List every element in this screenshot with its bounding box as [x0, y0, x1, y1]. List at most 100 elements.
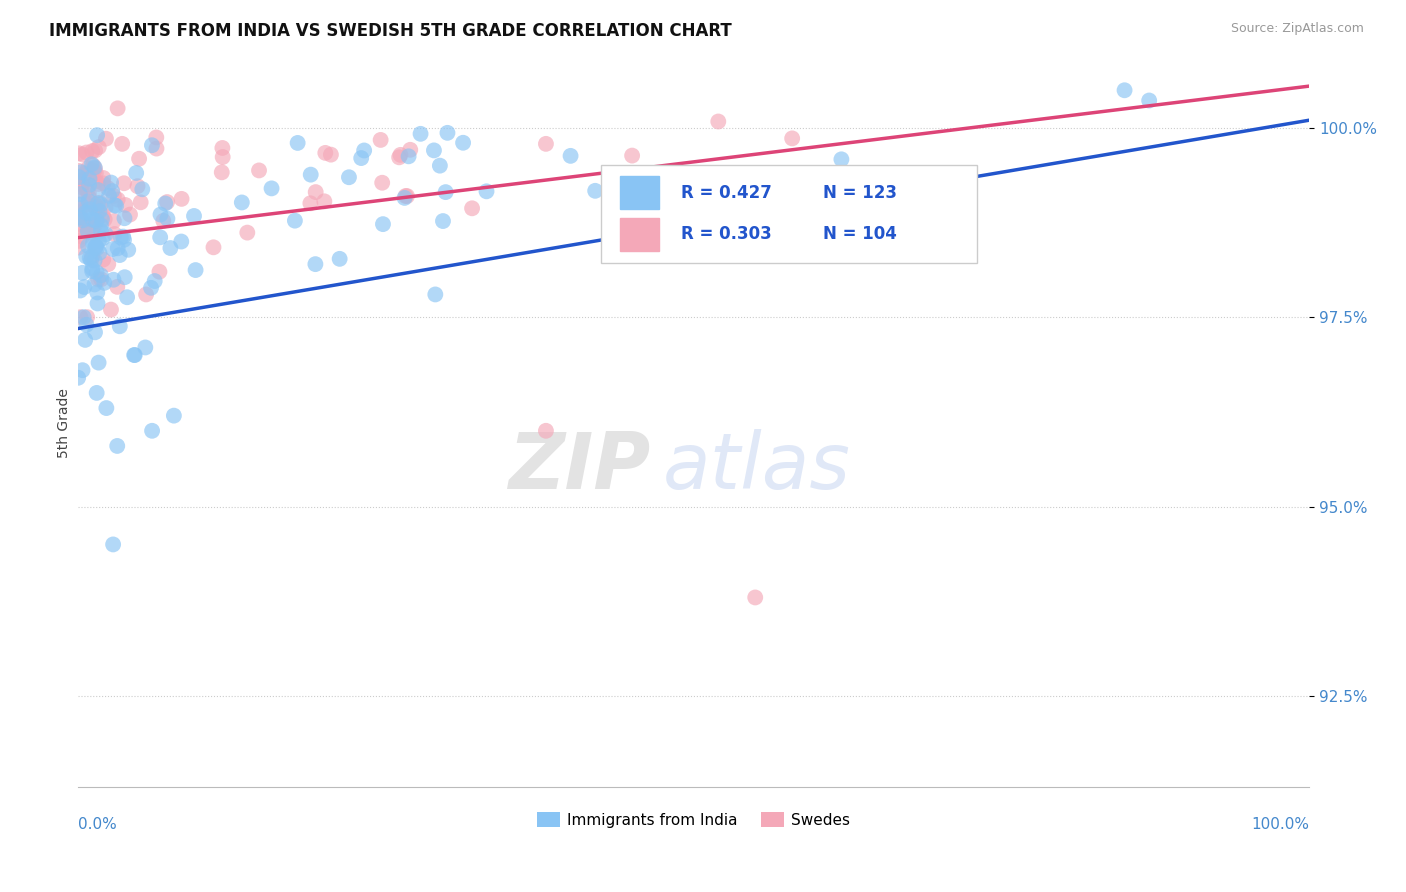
- Point: [451, 136, 474, 150]
- Point: [67, 197, 90, 211]
- Point: [75, 145, 97, 160]
- Point: [156, 195, 179, 210]
- Point: [159, 241, 181, 255]
- Point: [149, 208, 172, 222]
- Point: [86, 211, 108, 226]
- Point: [96, 401, 118, 415]
- Point: [80, 253, 103, 268]
- Point: [103, 273, 125, 287]
- Point: [76, 220, 98, 235]
- Point: [87, 234, 110, 248]
- Point: [76, 184, 98, 198]
- Point: [98, 189, 121, 203]
- Point: [399, 143, 422, 157]
- Point: [70, 229, 93, 244]
- Point: [67, 146, 90, 161]
- Point: [69, 211, 91, 225]
- Point: [69, 205, 91, 219]
- Legend: Immigrants from India, Swedes: Immigrants from India, Swedes: [531, 805, 856, 834]
- Point: [112, 233, 135, 247]
- Point: [396, 189, 419, 203]
- Point: [86, 285, 108, 300]
- Point: [83, 253, 105, 268]
- Text: N = 123: N = 123: [823, 184, 897, 202]
- Point: [70, 211, 93, 225]
- Point: [299, 196, 322, 211]
- Point: [350, 151, 373, 165]
- Point: [86, 241, 108, 255]
- Point: [434, 185, 457, 199]
- Point: [89, 204, 111, 219]
- Point: [67, 241, 90, 255]
- Point: [145, 130, 167, 145]
- Point: [72, 266, 94, 280]
- Point: [70, 178, 93, 192]
- Point: [90, 224, 112, 238]
- Text: IMMIGRANTS FROM INDIA VS SWEDISH 5TH GRADE CORRELATION CHART: IMMIGRANTS FROM INDIA VS SWEDISH 5TH GRA…: [49, 22, 733, 40]
- Point: [583, 184, 606, 198]
- Point: [127, 179, 149, 194]
- Point: [305, 185, 328, 199]
- Point: [211, 150, 233, 164]
- Point: [84, 239, 107, 253]
- Point: [105, 280, 128, 294]
- Point: [353, 144, 375, 158]
- Point: [394, 191, 416, 205]
- Point: [114, 270, 136, 285]
- Point: [90, 219, 112, 233]
- Point: [77, 186, 100, 201]
- Point: [86, 296, 108, 310]
- Point: [114, 198, 136, 212]
- Point: [75, 249, 97, 263]
- FancyBboxPatch shape: [602, 165, 977, 263]
- Point: [69, 211, 91, 225]
- Point: [76, 310, 98, 325]
- Point: [69, 310, 91, 325]
- Point: [80, 250, 103, 264]
- Point: [108, 319, 131, 334]
- Point: [101, 184, 124, 198]
- Point: [284, 213, 307, 227]
- Point: [87, 183, 110, 197]
- Point: [86, 214, 108, 228]
- Point: [91, 252, 114, 267]
- Point: [69, 197, 91, 211]
- Point: [319, 147, 342, 161]
- Point: [84, 240, 107, 254]
- Point: [299, 168, 322, 182]
- Point: [143, 274, 166, 288]
- Point: [149, 230, 172, 244]
- Point: [87, 356, 110, 370]
- Point: [287, 136, 309, 150]
- Point: [118, 208, 141, 222]
- Point: [103, 189, 125, 203]
- Point: [155, 196, 177, 211]
- Point: [183, 209, 205, 223]
- Point: [141, 424, 163, 438]
- Point: [247, 163, 270, 178]
- Point: [236, 226, 259, 240]
- Text: atlas: atlas: [662, 429, 851, 505]
- Point: [79, 202, 101, 217]
- Point: [73, 167, 96, 181]
- Point: [780, 131, 803, 145]
- Point: [91, 231, 114, 245]
- Point: [83, 277, 105, 292]
- Point: [139, 281, 162, 295]
- Text: R = 0.427: R = 0.427: [682, 184, 772, 202]
- Point: [125, 166, 148, 180]
- Point: [91, 208, 114, 222]
- Point: [112, 229, 135, 244]
- Point: [90, 197, 112, 211]
- Point: [114, 211, 136, 226]
- Point: [124, 348, 146, 362]
- Point: [82, 235, 104, 250]
- Point: [82, 144, 104, 158]
- Point: [69, 284, 91, 298]
- Point: [77, 239, 100, 253]
- Point: [84, 218, 107, 232]
- Point: [107, 241, 129, 255]
- Point: [744, 591, 766, 605]
- Point: [534, 424, 557, 438]
- Point: [211, 165, 233, 179]
